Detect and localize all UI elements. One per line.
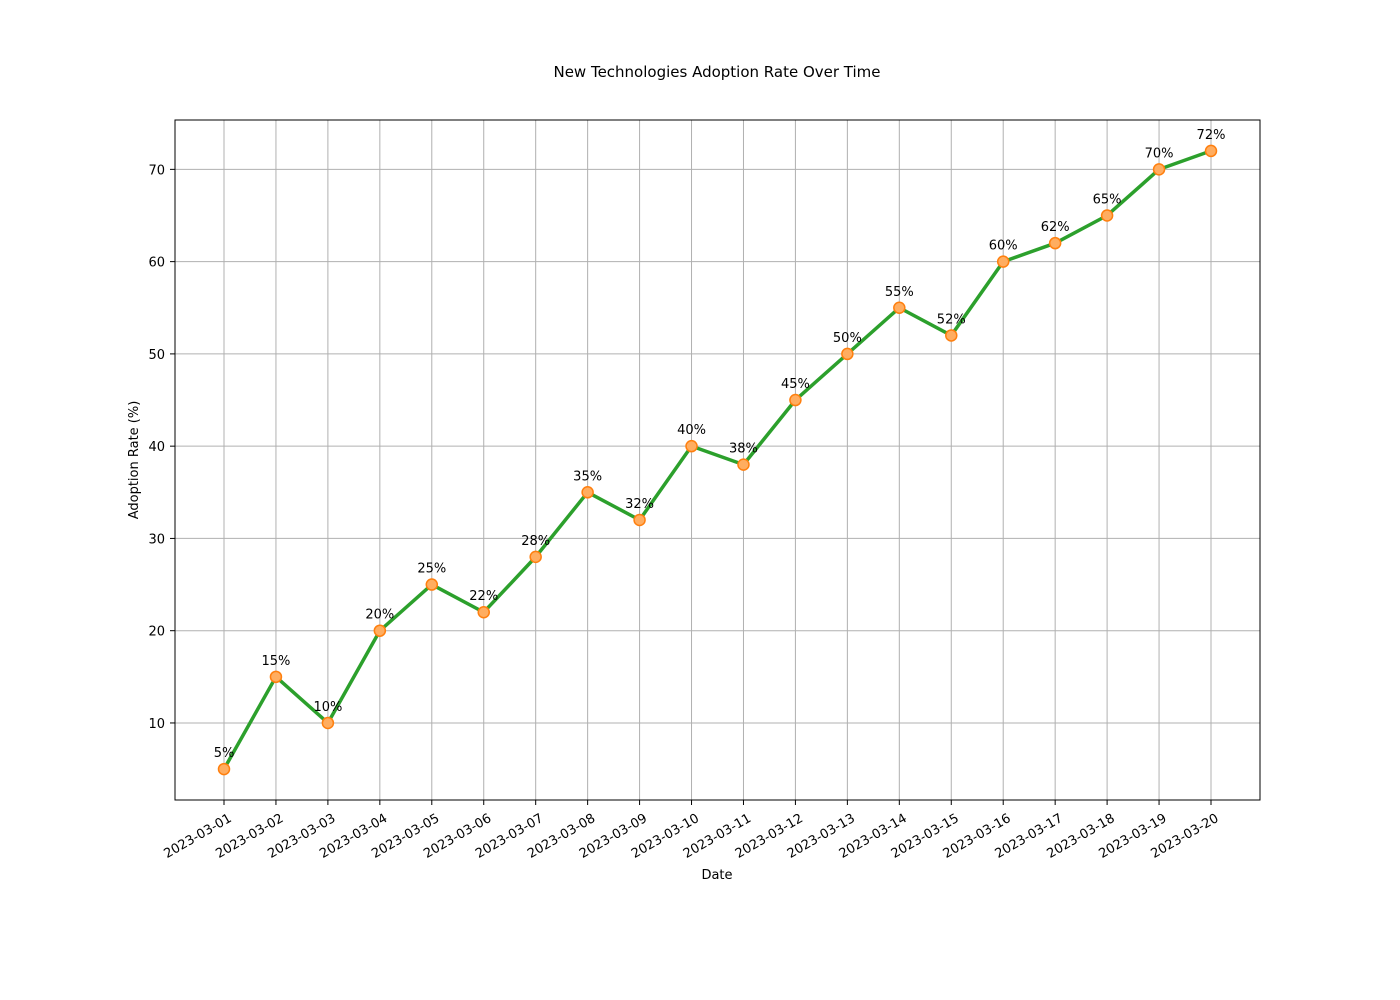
data-label: 38% (729, 442, 758, 457)
data-point (996, 255, 1010, 268)
y-tick-label: 60 (148, 256, 165, 271)
y-tick-label: 40 (148, 440, 165, 455)
data-point (789, 393, 802, 407)
data-point (321, 716, 335, 730)
y-tick-label: 50 (148, 348, 165, 363)
data-label: 50% (833, 331, 862, 346)
data-label: 35% (573, 469, 602, 484)
data-label: 60% (989, 239, 1018, 254)
data-label: 52% (937, 312, 966, 327)
data-label: 5% (214, 746, 235, 761)
data-label: 70% (1145, 146, 1174, 161)
chart-title: New Technologies Adoption Rate Over Time (553, 63, 880, 81)
data-point (685, 439, 698, 453)
data-label: 22% (469, 589, 498, 604)
data-label: 28% (521, 534, 550, 549)
data-label: 55% (885, 285, 914, 300)
data-label: 20% (365, 608, 394, 623)
data-point (581, 486, 594, 499)
data-point (841, 347, 854, 361)
series-line-path (222, 149, 1212, 770)
y-tick-label: 20 (148, 625, 165, 640)
data-label: 25% (417, 562, 446, 577)
data-point (945, 329, 958, 342)
data-label: 62% (1041, 220, 1070, 235)
series-markers (217, 144, 1218, 776)
data-point (373, 624, 387, 637)
data-point (1204, 144, 1218, 158)
grid (175, 120, 1260, 800)
data-point (893, 301, 906, 315)
y-tick-label: 70 (148, 163, 165, 178)
data-point (425, 578, 439, 591)
x-axis-label: Date (701, 868, 732, 883)
x-axis-ticks: 2023-03-012023-03-022023-03-032023-03-04… (161, 800, 1221, 862)
data-labels: 5% 15% 10% 20% 25% 22% 28% 35% 32% 40% 38% 45% 50% 55… (214, 128, 1226, 761)
data-label: 72% (1197, 128, 1226, 143)
data-point (529, 550, 542, 564)
data-point (1152, 163, 1166, 176)
data-point (737, 458, 750, 471)
data-label: 32% (625, 497, 654, 512)
data-point (1100, 209, 1114, 222)
data-point (269, 670, 283, 684)
data-point (633, 513, 646, 527)
data-point (1048, 236, 1062, 250)
data-point (477, 605, 490, 619)
data-label: 15% (261, 654, 290, 669)
data-label: 40% (677, 423, 706, 438)
y-axis-label: Adoption Rate (%) (127, 401, 142, 520)
data-label: 65% (1093, 192, 1122, 207)
y-tick-label: 10 (148, 717, 165, 732)
data-point (217, 762, 231, 776)
y-axis-ticks: 10 20 30 40 50 60 70 (148, 163, 175, 732)
y-tick-label: 30 (148, 532, 165, 547)
data-label: 45% (781, 377, 810, 392)
series-line (222, 149, 1212, 770)
plot-frame (174, 119, 1261, 801)
data-label: 10% (313, 700, 342, 715)
